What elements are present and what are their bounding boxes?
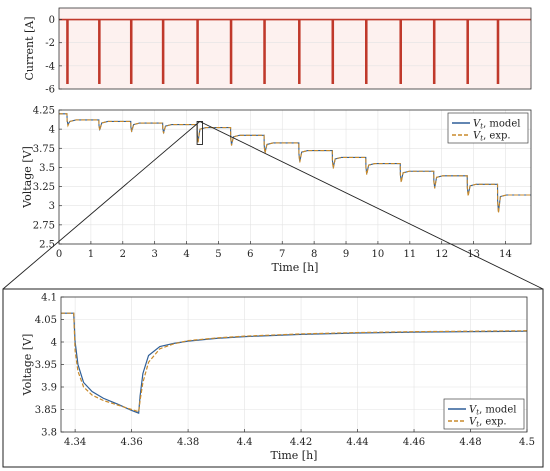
y-tick-label: 3.75 (33, 144, 55, 155)
x-tick-label: 4.46 (403, 437, 425, 448)
x-tick-label: 13 (467, 249, 480, 260)
y-axis-label: Voltage [V] (21, 334, 34, 397)
legend-label: Vt, model (473, 119, 520, 131)
y-tick-label: -2 (45, 38, 55, 49)
y-tick-label: 0 (49, 15, 55, 26)
y-tick-label: 4 (49, 125, 55, 136)
y-axis-label: Voltage [V] (21, 146, 34, 209)
x-tick-label: 4.36 (120, 437, 142, 448)
x-tick-label: 4.44 (346, 437, 368, 448)
zoom-inset-frame (2, 288, 544, 468)
x-tick-label: 9 (343, 249, 349, 260)
x-tick-label: 7 (279, 249, 285, 260)
y-tick-label: 4.25 (33, 106, 55, 117)
zoom-connector-right (199, 121, 544, 290)
x-axis-label: Time [h] (271, 449, 318, 462)
y-tick-label: 2.75 (33, 220, 55, 231)
legend-box (447, 112, 529, 144)
y-tick-label: 4 (51, 338, 57, 349)
y-tick-label: 3.8 (41, 428, 57, 439)
x-tick-label: 3 (151, 249, 157, 260)
zoom-exp-line (61, 312, 528, 413)
x-tick-label: 4.5 (519, 437, 535, 448)
x-tick-label: 4.34 (64, 437, 86, 448)
x-tick-label: 14 (499, 249, 512, 260)
plot-frame (58, 109, 532, 245)
plot-frame (58, 7, 532, 90)
current-plot: 0 -2 -4 -6 Current [A] (23, 7, 532, 96)
x-tick-label: 8 (311, 249, 317, 260)
y-tick-label: 3.5 (39, 163, 55, 174)
x-tick-label: 10 (372, 249, 385, 260)
x-tick-label: 2 (120, 249, 126, 260)
zoom-connector-lines (2, 121, 544, 290)
y-tick-label: -6 (45, 85, 55, 96)
x-tick-label: 4.42 (290, 437, 312, 448)
x-tick-label: 0 (56, 249, 62, 260)
y-tick-label: 3 (49, 201, 55, 212)
x-tick-label: 4.48 (459, 437, 481, 448)
legend-label: Vt, model (469, 405, 516, 417)
current-series-line (59, 18, 531, 85)
voltage-exp-line (59, 113, 531, 214)
x-tick-label: 1 (88, 249, 94, 260)
y-tick-label: 3.95 (35, 360, 57, 371)
x-tick-label: 11 (403, 249, 416, 260)
y-tick-label: -4 (45, 61, 55, 72)
y-tick-label: 3.9 (41, 383, 57, 394)
y-tick-label: 3.25 (33, 182, 55, 193)
legend-label: Vt, exp. (469, 417, 507, 429)
voltage-zoom-plot: 3.8 3.85 3.9 3.95 4 4.05 4.1 4.34 4.36 4.38 4.4 4.4… (21, 293, 535, 463)
zoom-connector-left (2, 121, 201, 290)
y-axis-label: Current [A] (23, 16, 36, 80)
x-tick-label: 4.4 (237, 437, 253, 448)
legend-box (443, 398, 525, 430)
plot-background (59, 8, 531, 89)
y-tick-label: 4.05 (35, 315, 57, 326)
y-tick-label: 4.1 (41, 293, 57, 304)
legend-label: Vt, exp. (473, 131, 511, 143)
y-tick-label: 2.5 (39, 240, 55, 251)
x-tick-label: 6 (247, 249, 253, 260)
y-tick-label: 3.85 (35, 405, 57, 416)
x-tick-label: 5 (215, 249, 221, 260)
x-tick-label: 4 (183, 249, 189, 260)
x-axis-label: Time [h] (272, 261, 319, 274)
x-tick-label: 4.38 (177, 437, 199, 448)
x-tick-label: 12 (435, 249, 448, 260)
